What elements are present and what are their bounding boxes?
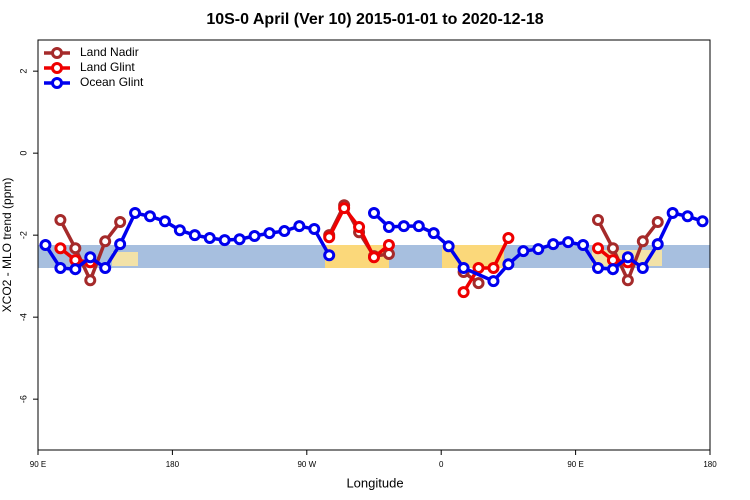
plot-frame: [37, 39, 711, 451]
data-point: [606, 263, 619, 276]
y-tick-label: -4: [18, 313, 28, 321]
data-point: [173, 224, 186, 237]
data-point: [84, 251, 97, 264]
data-point: [562, 236, 575, 249]
data-point: [621, 251, 634, 264]
land-patch: [112, 252, 138, 266]
x-tick-label: 180: [703, 460, 717, 469]
data-point: [666, 207, 679, 220]
legend-label: Land Nadir: [80, 45, 139, 59]
data-point: [54, 261, 67, 274]
data-point: [293, 220, 306, 233]
data-point: [636, 235, 649, 248]
data-point: [397, 220, 410, 233]
data-point: [606, 242, 619, 255]
y-tick-label: -6: [18, 395, 28, 403]
y-axis-label: XCO2 - MLO trend (ppm): [0, 178, 14, 313]
y-tick-label: -2: [18, 231, 28, 239]
data-point: [323, 231, 336, 244]
data-point: [621, 274, 634, 287]
data-point: [457, 261, 470, 274]
data-point: [99, 261, 112, 274]
data-point: [69, 263, 82, 276]
data-point: [487, 275, 500, 288]
data-point: [472, 261, 485, 274]
data-point: [353, 220, 366, 233]
legend-label: Land Glint: [80, 60, 135, 74]
data-point: [592, 261, 604, 274]
data-point: [636, 261, 649, 274]
series-line: [462, 237, 510, 294]
data-point: [114, 216, 127, 229]
data-point: [592, 242, 604, 255]
data-point: [502, 232, 515, 245]
data-point: [442, 240, 455, 253]
data-point: [502, 258, 515, 271]
legend-marker: [51, 62, 63, 74]
data-point: [487, 261, 500, 274]
data-point: [248, 229, 261, 242]
x-axis-label: Longitude: [346, 475, 403, 490]
data-point: [547, 238, 560, 251]
data-point: [129, 207, 142, 220]
data-point: [263, 227, 276, 240]
data-point: [577, 239, 590, 251]
chart-title: 10S-0 April (Ver 10) 2015-01-01 to 2020-…: [206, 11, 543, 28]
x-tick-label: 90 E: [567, 460, 583, 469]
data-point: [203, 232, 216, 245]
data-point: [427, 227, 440, 240]
series-line: [372, 211, 704, 284]
data-point: [457, 286, 470, 299]
data-point: [233, 233, 246, 246]
data-point: [532, 243, 545, 256]
data-point: [368, 251, 380, 264]
data-point: [368, 207, 380, 220]
x-tick-label: 90 E: [30, 460, 46, 469]
data-point: [472, 277, 485, 290]
data-point: [84, 274, 97, 287]
y-tick-label: 2: [18, 69, 28, 74]
data-point: [651, 238, 664, 251]
data-point: [39, 239, 52, 251]
land-patch: [442, 245, 504, 268]
data-point: [382, 220, 395, 233]
data-point: [323, 249, 336, 262]
legend-marker: [51, 77, 63, 89]
data-point: [188, 229, 201, 242]
data-point: [158, 215, 171, 228]
data-point: [114, 238, 127, 251]
data-point: [651, 216, 664, 229]
data-point: [412, 220, 425, 233]
data-point: [338, 202, 351, 215]
legend-label: Ocean Glint: [80, 75, 144, 89]
data-point: [144, 210, 156, 223]
data-point: [696, 215, 709, 228]
data-point: [54, 242, 67, 255]
data-point: [99, 235, 112, 248]
data-point: [54, 213, 67, 226]
data-point: [218, 234, 231, 247]
data-point: [517, 245, 530, 258]
data-point: [382, 239, 395, 251]
legend-marker: [51, 47, 63, 59]
data-point: [278, 225, 291, 238]
data-point: [69, 242, 82, 255]
y-tick-label: 0: [18, 151, 28, 156]
data-point: [681, 210, 694, 223]
x-tick-label: 180: [166, 460, 180, 469]
x-tick-label: 0: [439, 460, 444, 469]
data-point: [308, 223, 321, 236]
data-point: [592, 213, 604, 226]
x-tick-label: 90 W: [297, 460, 316, 469]
